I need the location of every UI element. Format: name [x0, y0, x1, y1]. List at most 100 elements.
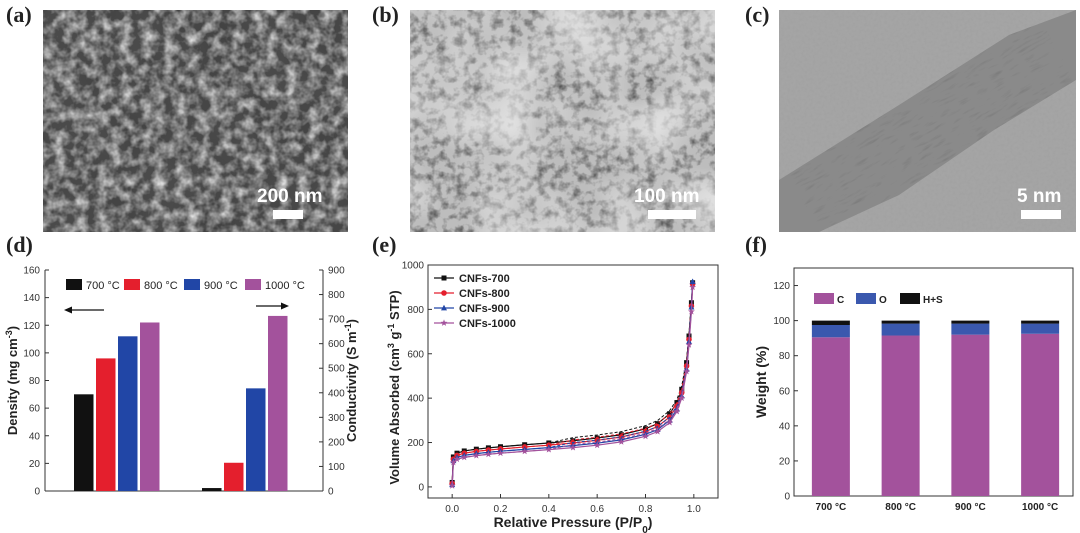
y-tick-label: 200 [407, 438, 424, 449]
y-axis-title-part: Volume Absorbed (cm [387, 348, 402, 485]
data-point [484, 450, 492, 458]
right-tick-label: 600 [328, 339, 345, 350]
sem-image: 200 nm [43, 10, 348, 232]
x-tick-label: 0.6 [590, 504, 604, 515]
series-desorption-line [451, 283, 694, 484]
y-tick-label: 120 [773, 281, 790, 292]
x-axis-title-part: 0 [642, 525, 648, 533]
y-axis-title: Volume Absorbed (cm3 g-1 STP) [386, 290, 402, 484]
left-tick-label: 20 [29, 459, 41, 470]
series-desorption-line [451, 287, 694, 486]
y-axis-title: Weight (%) [753, 346, 769, 418]
left-tick-label: 0 [34, 487, 40, 498]
panel-label-b: (b) [372, 2, 399, 27]
left-tick-label: 60 [29, 404, 41, 415]
hrtem-texture [779, 10, 1076, 232]
legend-marker [440, 319, 448, 326]
y-tick-label: 20 [779, 456, 791, 467]
plot-frame [427, 264, 719, 499]
data-point [521, 447, 529, 455]
left-tick-label: 40 [29, 431, 41, 442]
right-tick-label: 700 [328, 315, 345, 326]
y-axis-title-part: 3 [386, 343, 396, 348]
scale-label-b: 100 nm [634, 186, 700, 207]
y-tick-label: 100 [773, 316, 790, 327]
x-tick-label: 0.4 [542, 504, 556, 515]
plot-frame [793, 267, 1074, 497]
scale-bar-b [648, 210, 696, 219]
right-axis-title-part: -1 [343, 323, 353, 331]
y-tick-label: 80 [779, 351, 791, 362]
stacked-bar-segment [1021, 320, 1060, 324]
stacked-bar-segment [1021, 323, 1060, 334]
legend-swatch [856, 293, 876, 304]
legend-marker [441, 304, 447, 311]
left-axis-title-part: ) [5, 326, 20, 330]
data-point [685, 341, 693, 348]
density-bar [140, 322, 160, 491]
left-tick-label: 120 [23, 321, 40, 332]
series-CNFs-1000 [448, 283, 697, 489]
x-axis-title-part: ) [648, 514, 653, 530]
x-tick-label: 0.2 [494, 504, 508, 515]
stacked-bar-segment [951, 334, 990, 496]
panel-label-a: (a) [6, 2, 32, 27]
y-tick-label: 600 [407, 349, 424, 360]
legend-swatch [124, 279, 140, 290]
data-point [448, 482, 456, 489]
data-point [678, 394, 686, 402]
legend-label: 900 °C [204, 280, 238, 292]
series-line [451, 287, 694, 486]
y-tick-label: 0 [784, 492, 790, 503]
density-bar [118, 336, 138, 491]
legend-label: 700 °C [86, 280, 120, 292]
tem-image: 100 nm [410, 10, 715, 232]
series-desorption-line [451, 282, 694, 483]
data-point [449, 458, 457, 466]
panel-label-f: (f) [745, 232, 767, 257]
y-axis-title-part: -1 [386, 324, 396, 332]
legend-label: CNFs-700 [459, 273, 510, 285]
data-point [545, 446, 553, 453]
left-axis-title-part: -3 [4, 330, 14, 338]
data-point [654, 428, 662, 435]
right-arrow-head [281, 302, 289, 310]
hrtem-image: 5 nm [779, 10, 1076, 232]
legend-swatch [814, 293, 834, 304]
legend-marker [441, 290, 447, 296]
legend-swatch [184, 279, 200, 290]
conductivity-bar [202, 488, 222, 491]
scale-label-a: 200 nm [257, 186, 323, 207]
density-bar [96, 358, 116, 491]
left-tick-label: 160 [23, 266, 40, 277]
conductivity-bar [224, 462, 244, 491]
y-tick-label: 60 [779, 386, 791, 397]
data-point [497, 449, 504, 457]
stacked-bar-segment [881, 320, 920, 324]
right-tick-label: 900 [328, 266, 345, 277]
data-point [642, 432, 649, 440]
scale-bar-a [273, 210, 303, 219]
stacked-bar-segment [881, 335, 920, 496]
panel-label-d: (d) [6, 232, 33, 257]
legend-label: CNFs-900 [459, 303, 510, 315]
legend-label: CNFs-1000 [459, 318, 516, 330]
y-tick-label: 1000 [402, 261, 425, 272]
right-tick-label: 200 [328, 437, 345, 448]
left-tick-label: 80 [29, 376, 41, 387]
left-arrow-head [64, 306, 72, 314]
legend-label: 1000 °C [265, 280, 305, 292]
density-bar [74, 394, 94, 491]
right-tick-label: 400 [328, 388, 345, 399]
legend-swatch [245, 279, 261, 290]
chart-density-conductivity: 0 20 40 60 80 100 120 140 160 0 100 200 300 400 500 600… [4, 266, 359, 498]
chart-composition: 0 20 40 60 80 100 120 Weight (%) 700 °C 800 °C 900… [753, 267, 1074, 513]
data-point [593, 441, 601, 449]
scale-label-c: 5 nm [1017, 186, 1062, 207]
data-point [453, 455, 461, 463]
right-tick-label: 0 [328, 487, 334, 498]
stacked-bar-segment [951, 320, 990, 324]
data-point [569, 444, 577, 451]
right-axis-title: Conductivity (S m-1) [343, 319, 359, 442]
data-point [683, 367, 691, 375]
